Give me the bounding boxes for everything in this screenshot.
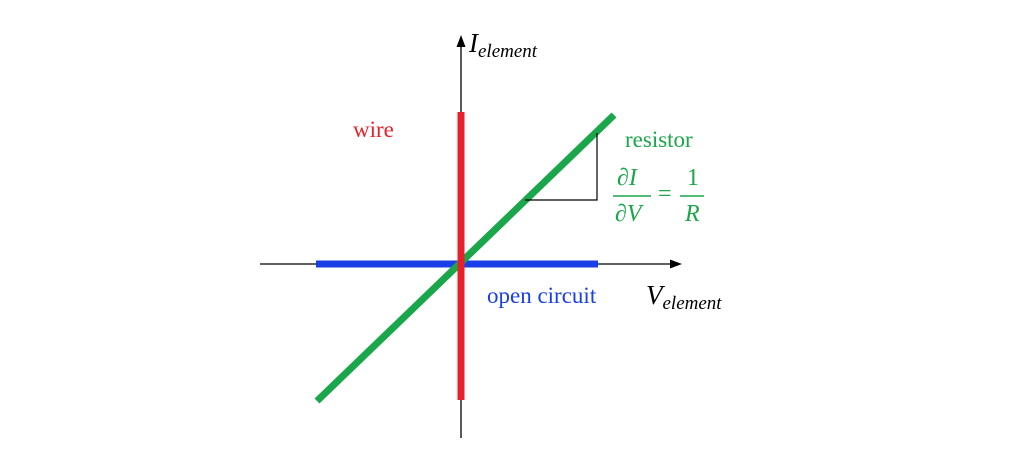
y-axis-label: Ielement: [469, 28, 537, 62]
x-axis-label-main: V: [646, 280, 663, 310]
y-axis-label-sub: element: [478, 41, 538, 62]
y-axis-label-main: I: [469, 28, 478, 58]
slope-formula: ∂I ∂V = 1 R: [609, 164, 719, 232]
formula-lhs-numerator: ∂I: [617, 165, 637, 191]
slope-triangle: [525, 133, 598, 201]
wire-label: wire: [353, 117, 394, 142]
formula-rhs-denominator: R: [685, 201, 700, 227]
formula-equals: =: [658, 181, 672, 207]
x-axis-label: Velement: [646, 280, 722, 314]
x-axis-arrow: [670, 259, 682, 269]
formula-lhs-denominator: ∂V: [615, 201, 642, 227]
resistor-line: [314, 112, 617, 404]
x-axis-label-sub: element: [662, 293, 722, 314]
open-circuit-label: open circuit: [487, 283, 597, 308]
formula-rhs-numerator: 1: [687, 165, 699, 191]
resistor-label: resistor: [625, 127, 693, 152]
y-axis-arrow: [456, 35, 466, 47]
